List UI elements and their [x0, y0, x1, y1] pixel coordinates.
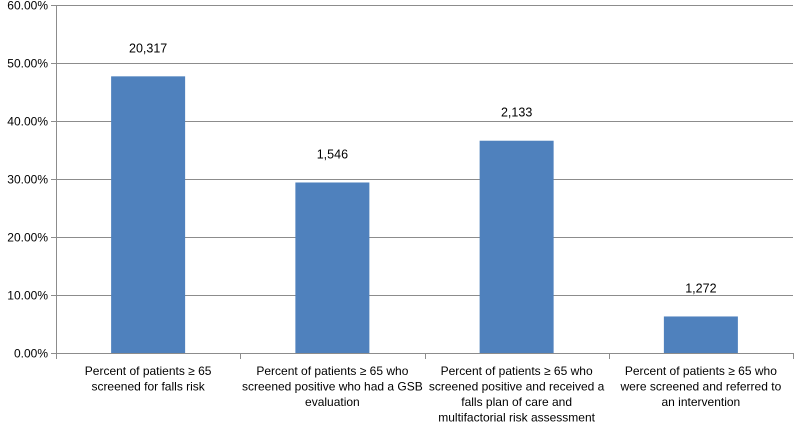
data-label: 1,272	[685, 281, 716, 295]
bar	[111, 76, 186, 353]
x-axis-categories: Percent of patients ≥ 65 screened for fal…	[85, 364, 782, 425]
bar	[479, 140, 554, 353]
data-label: 1,546	[317, 147, 348, 161]
y-tick-label: 10.00%	[7, 289, 48, 303]
y-axis-ticks: 0.00% 10.00% 20.00% 30.00% 40.00% 50.00% 60.00…	[7, 0, 56, 361]
data-label: 20,317	[129, 41, 167, 55]
x-category-label: Percent of patients ≥ 65 who were screene…	[619, 364, 781, 409]
y-tick-label: 20.00%	[7, 231, 48, 245]
data-labels: 20,317 1,546 2,133 1,272	[129, 41, 717, 295]
y-tick-label: 30.00%	[7, 173, 48, 187]
data-label: 2,133	[501, 106, 532, 120]
y-tick-label: 0.00%	[14, 347, 48, 361]
bars	[111, 76, 738, 353]
bar	[295, 182, 370, 353]
y-tick-label: 40.00%	[7, 115, 48, 129]
x-category-label: Percent of patients ≥ 65 who screened pos…	[242, 364, 423, 409]
x-category-label: Percent of patients ≥ 65 who screened pos…	[429, 364, 605, 425]
bar	[663, 316, 738, 353]
y-tick-label: 50.00%	[7, 57, 48, 71]
y-tick-label: 60.00%	[7, 0, 48, 13]
x-category-label: Percent of patients ≥ 65 screened for fal…	[85, 364, 212, 394]
